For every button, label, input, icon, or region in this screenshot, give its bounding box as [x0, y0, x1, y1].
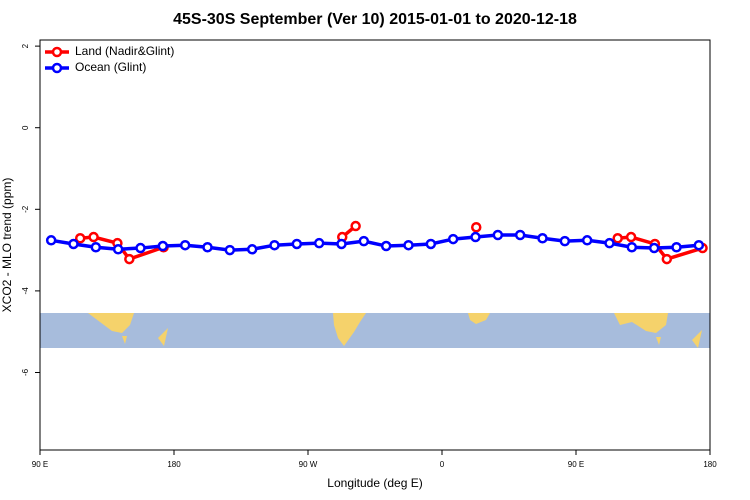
- data-point: [612, 233, 623, 244]
- data-point: [124, 253, 135, 265]
- data-point: [202, 241, 213, 253]
- data-point: [313, 237, 325, 249]
- y-tick-label: -2: [21, 205, 30, 213]
- y-tick-label: -4: [21, 287, 30, 295]
- data-point: [693, 239, 705, 251]
- data-point: [291, 238, 303, 250]
- x-tick-label: 180: [703, 460, 717, 469]
- x-tick-label: 180: [167, 460, 181, 469]
- data-point: [157, 240, 169, 252]
- chart-title: 45S-30S September (Ver 10) 2015-01-01 to…: [173, 11, 577, 28]
- data-point: [403, 239, 414, 251]
- y-axis-label: XCO2 - MLO trend (ppm): [0, 178, 14, 313]
- plot-frame: [39, 39, 711, 451]
- data-point: [45, 235, 57, 246]
- x-tick-label: 90 W: [299, 460, 318, 469]
- data-point: [671, 241, 682, 253]
- data-point: [447, 233, 459, 245]
- data-point: [492, 229, 504, 241]
- data-point: [112, 244, 124, 255]
- data-point: [661, 253, 673, 265]
- data-point: [179, 239, 191, 251]
- data-point: [380, 240, 392, 252]
- data-point: [350, 220, 361, 232]
- y-tick-label: 2: [21, 43, 30, 48]
- legend-label: Ocean (Glint): [75, 60, 146, 74]
- map-strip: [40, 313, 710, 348]
- data-point: [358, 235, 370, 247]
- data-point: [336, 238, 347, 250]
- data-point: [74, 233, 86, 244]
- data-point: [90, 241, 102, 253]
- y-tick-label: -6: [21, 368, 30, 376]
- data-point: [470, 231, 481, 243]
- data-point: [514, 229, 526, 241]
- x-axis-label: Longitude (deg E): [327, 476, 422, 490]
- legend-marker: [51, 46, 63, 58]
- series-line: [50, 233, 699, 252]
- data-point: [604, 237, 615, 249]
- data-point: [246, 244, 258, 255]
- data-point: [269, 239, 280, 251]
- data-point: [581, 235, 593, 246]
- legend-label: Land (Nadir&Glint): [75, 44, 174, 58]
- x-tick-label: 0: [440, 460, 445, 469]
- data-point: [88, 231, 99, 243]
- data-point: [135, 242, 146, 254]
- data-point: [559, 235, 571, 247]
- data-point: [648, 242, 660, 254]
- data-point: [470, 222, 482, 233]
- y-tick-label: 0: [21, 125, 30, 130]
- data-point: [224, 244, 236, 256]
- data-point: [625, 231, 637, 243]
- x-tick-label: 90 E: [568, 460, 584, 469]
- legend-marker: [51, 62, 63, 74]
- data-point: [537, 233, 548, 244]
- x-tick-label: 90 E: [32, 460, 48, 469]
- data-point: [425, 238, 437, 250]
- data-point: [68, 238, 79, 250]
- data-point: [626, 241, 638, 253]
